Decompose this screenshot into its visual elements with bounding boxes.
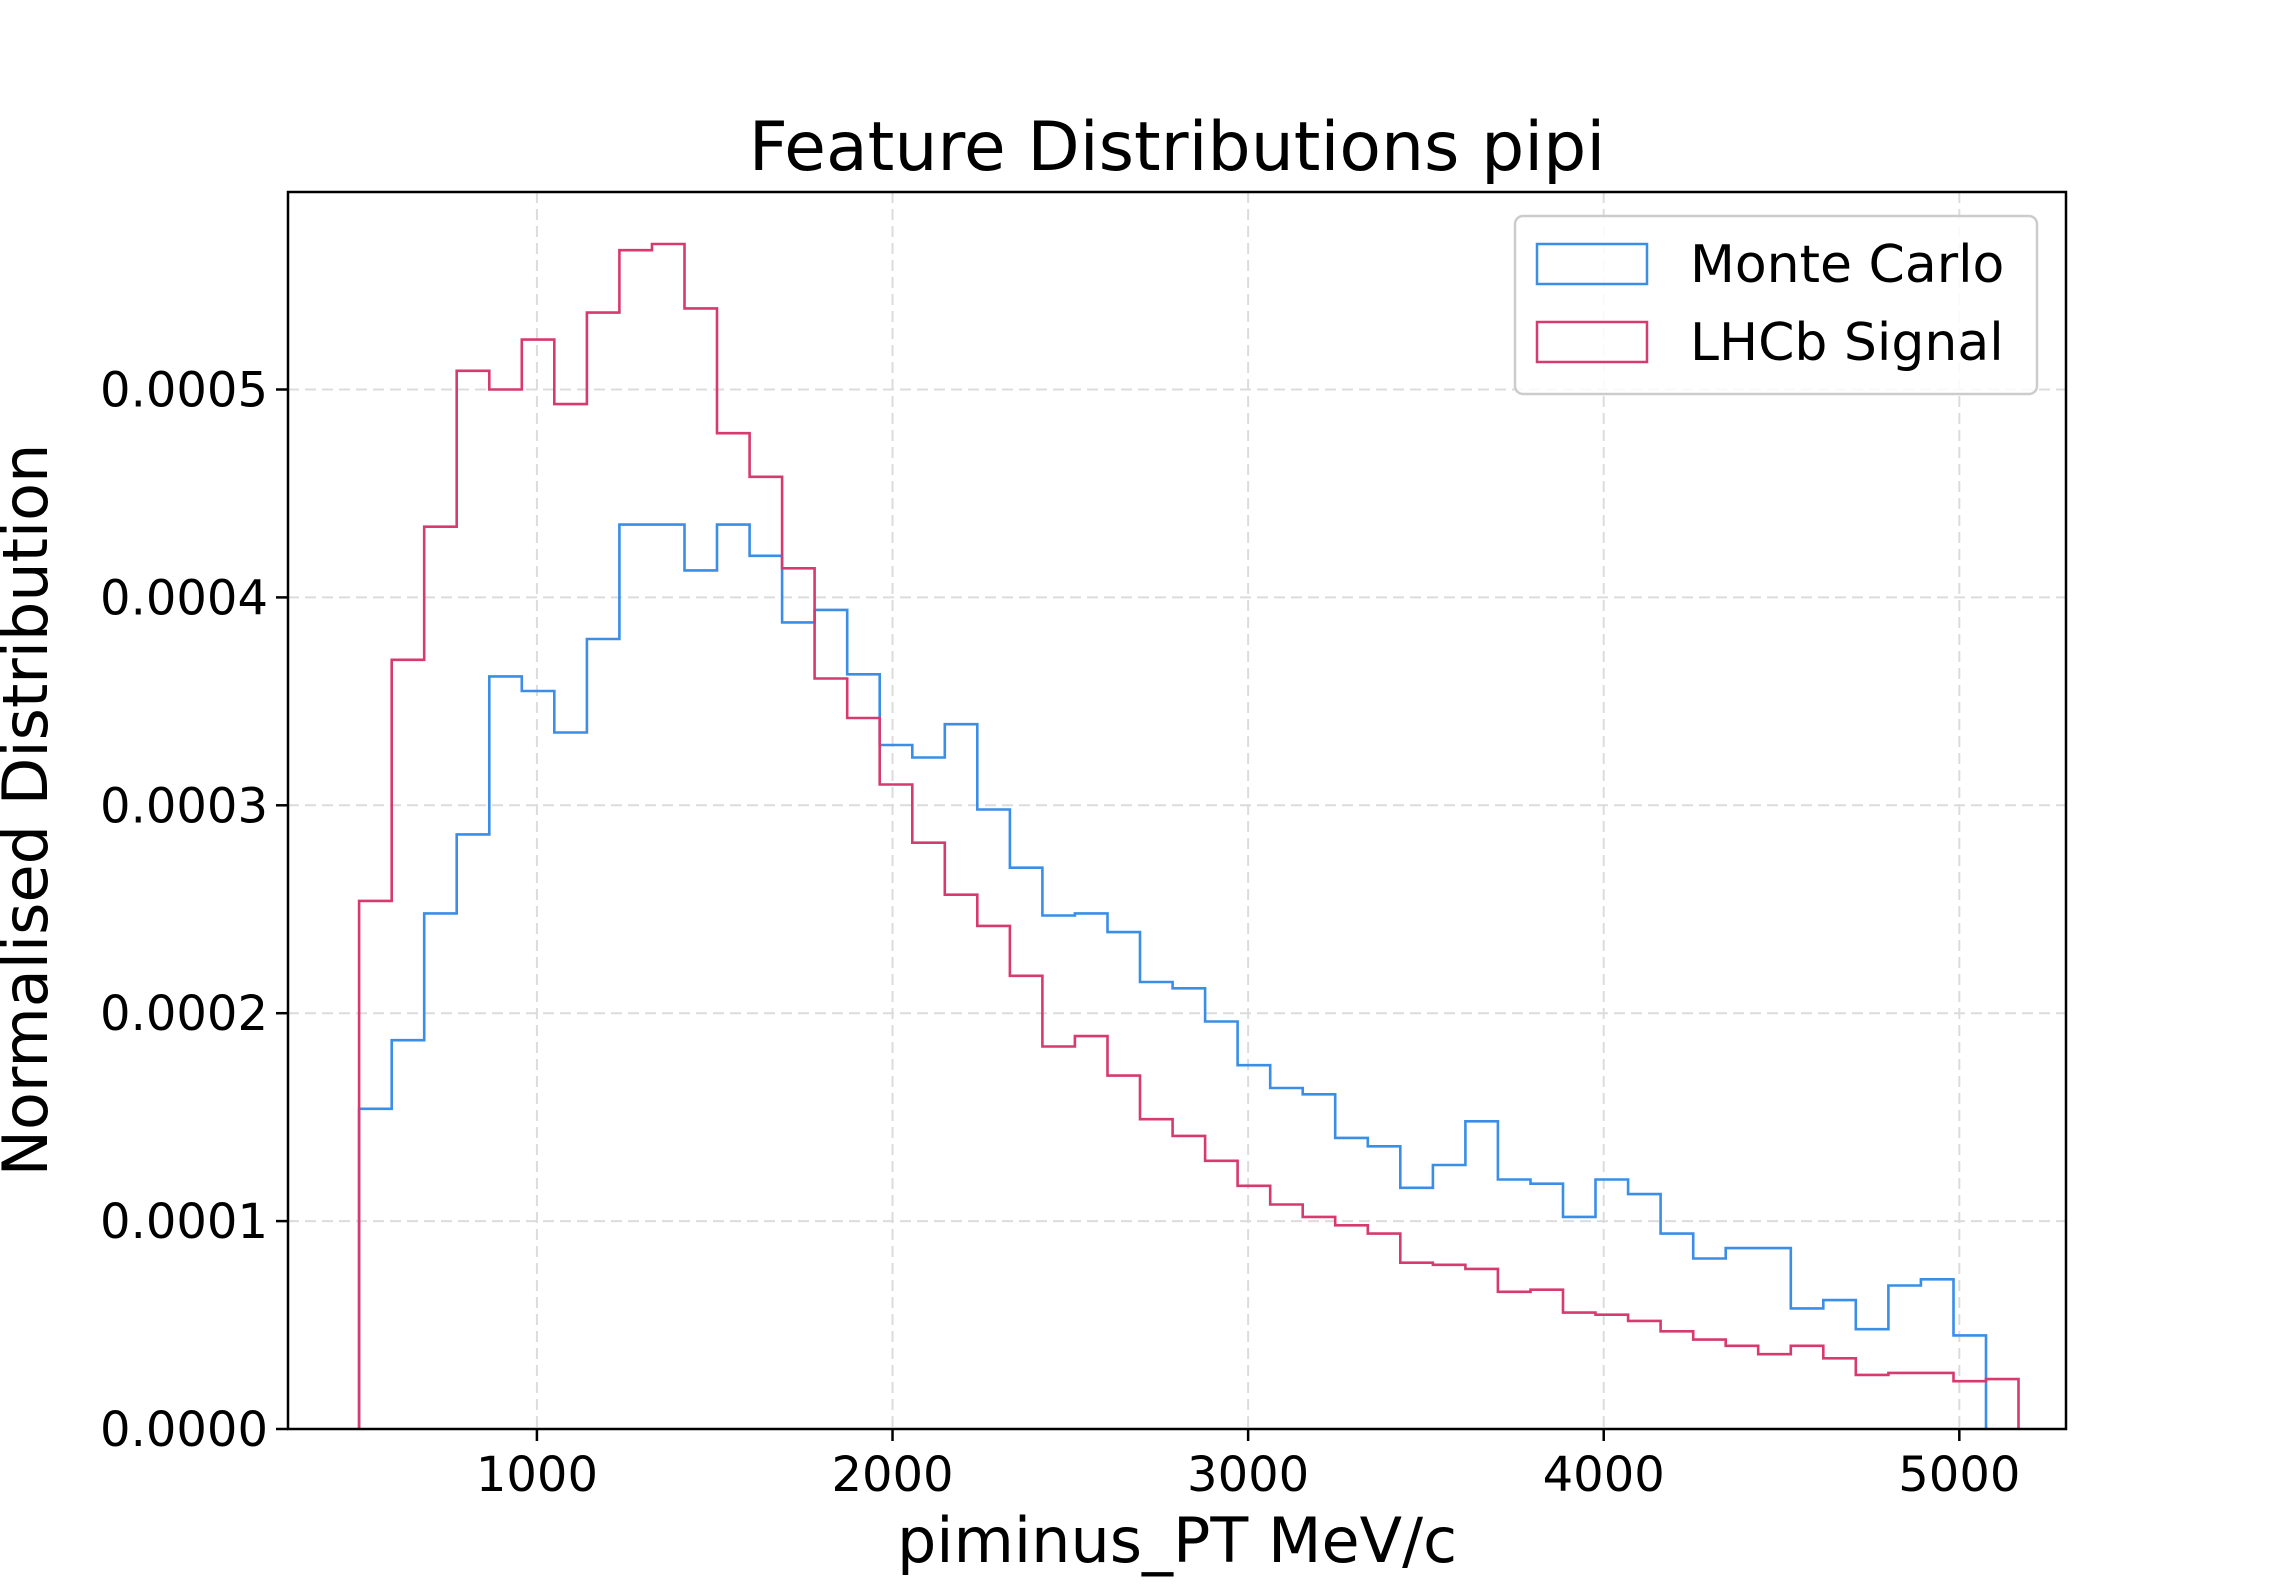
y-tick-label: 0.0000: [100, 1402, 268, 1458]
x-tick-label: 1000: [476, 1447, 598, 1503]
x-axis-label: piminus_PT MeV/c: [897, 1504, 1457, 1577]
x-tick-label: 4000: [1543, 1447, 1665, 1503]
y-tick-label: 0.0003: [100, 778, 268, 834]
series-layer: [357, 242, 2020, 1429]
legend: Monte Carlo LHCb Signal: [1513, 214, 2039, 396]
y-tick-label: 0.0004: [100, 570, 268, 626]
y-axis-ticks: 0.0000 0.0001 0.0002 0.0003 0.0004 0.0005: [100, 363, 288, 1458]
y-axis-label: Normalised Distribution: [0, 444, 62, 1177]
chart-title: Feature Distributions pipi: [749, 108, 1605, 187]
y-tick-label: 0.0002: [100, 986, 268, 1042]
plot-frame: [286, 190, 2068, 1431]
y-tick-label: 0.0001: [100, 1194, 268, 1250]
series-lhcb-signal: [357, 242, 2020, 1429]
legend-label-lhcb-signal: LHCb Signal: [1690, 313, 2004, 373]
legend-label-monte-carlo: Monte Carlo: [1690, 235, 2004, 295]
x-tick-label: 2000: [831, 1447, 953, 1503]
x-tick-label: 3000: [1187, 1447, 1309, 1503]
legend-swatch-lhcb-signal: [1535, 320, 1649, 364]
histogram-step-line-lhcb-signal: [357, 242, 2020, 1429]
histogram-step-line-monte-carlo: [357, 523, 1988, 1429]
legend-box: [1513, 214, 2039, 396]
y-tick-label: 0.0005: [100, 363, 268, 419]
series-monte-carlo: [357, 523, 1988, 1429]
x-tick-label: 5000: [1898, 1447, 2020, 1503]
legend-swatch-monte-carlo: [1535, 242, 1649, 286]
x-axis-ticks: 1000 2000 3000 4000 5000: [476, 1429, 2020, 1503]
